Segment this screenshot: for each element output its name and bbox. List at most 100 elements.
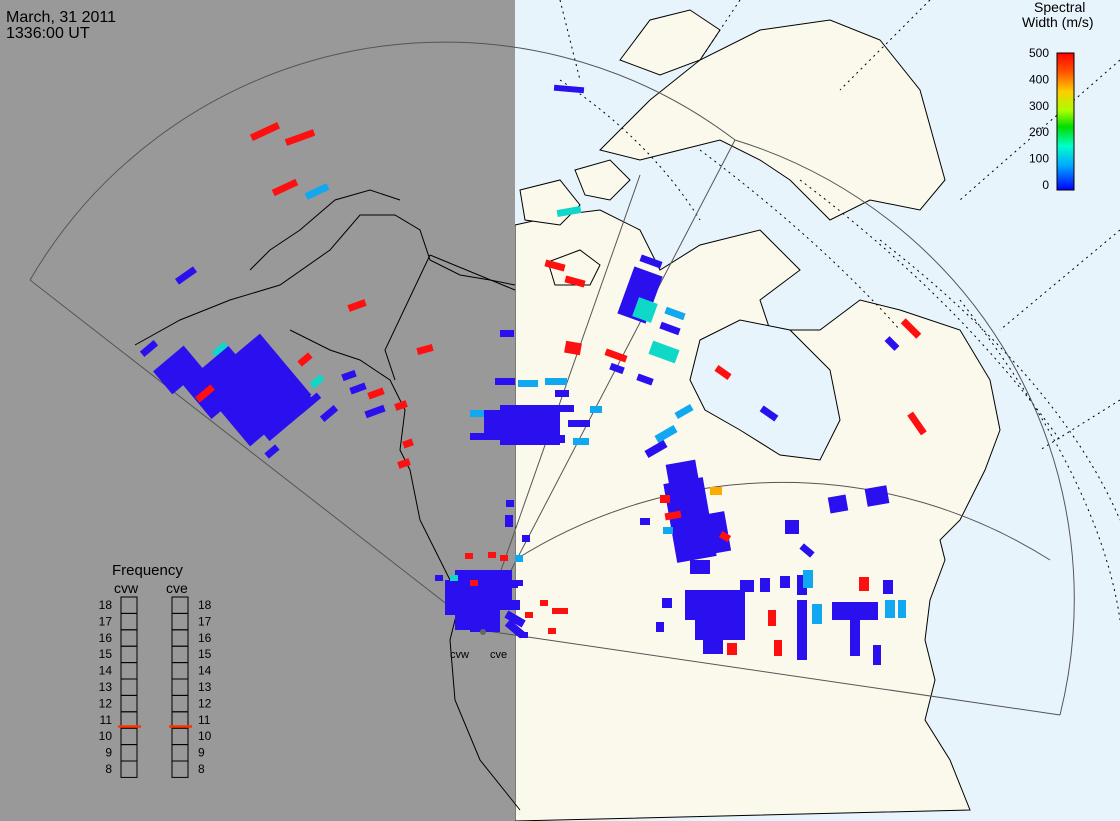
echo-cell <box>465 553 473 559</box>
echo-cell <box>271 178 299 197</box>
frequency-scale-label-left: 15 <box>99 647 113 661</box>
radar-echoes <box>139 84 927 665</box>
echo-cell <box>812 604 822 624</box>
echo-cell <box>545 378 567 385</box>
echo-cell <box>402 438 414 449</box>
echo-cell <box>564 275 586 288</box>
frequency-scale-label-right: 12 <box>198 696 212 710</box>
echo-cell <box>797 575 807 595</box>
colorbar-tick-label: 500 <box>1029 46 1049 60</box>
echo-cell <box>710 487 722 495</box>
echo-cell <box>797 600 807 660</box>
echo-cell <box>495 378 515 385</box>
echo-cell <box>604 348 628 363</box>
echo-cell <box>714 365 732 380</box>
echo-cell <box>319 405 339 422</box>
frequency-scale-label-left: 18 <box>99 598 113 612</box>
echo-cell <box>885 600 895 618</box>
frequency-scale-label-right: 18 <box>198 598 212 612</box>
echo-cell <box>435 575 443 581</box>
echo-cell <box>560 405 574 412</box>
echo-cell <box>397 458 411 469</box>
echo-cell <box>695 610 745 640</box>
colorbar-gradient <box>1056 52 1075 191</box>
echo-cell <box>500 555 508 561</box>
echo-cell <box>470 433 488 440</box>
echo-cell <box>470 410 490 417</box>
echo-cell <box>556 205 582 218</box>
echo-cell <box>548 628 556 634</box>
echo-cell <box>555 390 569 397</box>
echo-cell <box>470 580 478 586</box>
echo-cell <box>416 344 434 355</box>
echo-cell <box>780 576 790 588</box>
echo-cell <box>500 600 520 610</box>
echo-cell <box>656 622 664 632</box>
echo-cell <box>648 340 680 364</box>
echo-cell <box>660 495 670 503</box>
echo-cell <box>617 266 663 324</box>
echo-cell <box>659 321 681 336</box>
echo-cell <box>883 580 893 594</box>
echo-cell <box>544 259 566 272</box>
echo-cell <box>153 345 203 395</box>
echo-cell <box>504 610 526 628</box>
colorbar-tick-label: 300 <box>1029 99 1049 113</box>
colorbar-subtitle: Width (m/s) <box>1022 14 1094 30</box>
echo-cell <box>515 580 523 586</box>
frequency-scale-label-left: 8 <box>105 762 112 776</box>
frequency-scale-label-right: 10 <box>198 729 212 743</box>
frequency-scale-label-left: 9 <box>105 746 112 760</box>
header-date: March, 31 2011 <box>6 9 116 26</box>
frequency-scale-label-right: 16 <box>198 631 212 645</box>
frequency-cve-label: cve <box>166 580 188 596</box>
frequency-scale-label-right: 13 <box>198 680 212 694</box>
echo-cell <box>195 384 215 403</box>
echo-cell <box>898 600 906 618</box>
frequency-scale-label-right: 14 <box>198 664 212 678</box>
frequency-cell-cve <box>171 760 189 778</box>
colorbar-ticks: 500 400 300 200 100 0 <box>1029 46 1049 192</box>
echo-cell <box>663 527 673 534</box>
echo-cell <box>515 555 523 562</box>
echo-cell <box>864 485 890 507</box>
echo-cell <box>505 515 513 527</box>
spectral-width-colorbar: Spectral Width (m/s) 500 400 300 200 100 0 <box>1022 0 1094 192</box>
hudson-bay <box>689 319 841 461</box>
echo-cell <box>139 340 159 357</box>
echo-cell <box>850 606 860 656</box>
frequency-scale-label-right: 15 <box>198 647 212 661</box>
echo-cell <box>490 570 512 600</box>
echo-cell <box>573 438 589 445</box>
echo-cell <box>690 560 710 574</box>
radar-site-east-label: cve <box>490 649 507 661</box>
echo-cell <box>518 380 538 387</box>
echo-cell <box>644 440 668 458</box>
echo-cell <box>520 632 528 638</box>
echo-cell <box>309 374 325 389</box>
frequency-scale-label-right: 11 <box>198 713 211 727</box>
frequency-scale-label-left: 14 <box>99 664 113 678</box>
echo-cell <box>632 297 658 323</box>
echo-cell <box>296 392 322 415</box>
echo-cell <box>900 318 922 339</box>
colorbar-tick-label: 200 <box>1029 125 1049 139</box>
echo-cell <box>297 352 313 367</box>
radar-site-marker <box>480 629 486 635</box>
echo-cell <box>552 608 560 614</box>
frequency-scale-label-left: 17 <box>99 614 113 628</box>
radar-site-west-label: cvw <box>450 649 469 661</box>
echo-cell <box>873 645 881 665</box>
echo-cell <box>545 435 565 443</box>
echo-cell <box>827 494 849 514</box>
echo-cell <box>367 387 385 400</box>
echo-cell <box>759 405 779 422</box>
echo-cell <box>654 425 678 443</box>
echo-cell <box>264 444 280 459</box>
frequency-panel: Frequency cvw cve 18 18 17 17 16 16 15 15 14 14 13… <box>99 562 212 778</box>
echo-cell <box>609 362 625 375</box>
echo-cell <box>540 600 548 606</box>
frequency-scale-label-left: 16 <box>99 631 113 645</box>
field-of-view <box>29 41 1075 716</box>
